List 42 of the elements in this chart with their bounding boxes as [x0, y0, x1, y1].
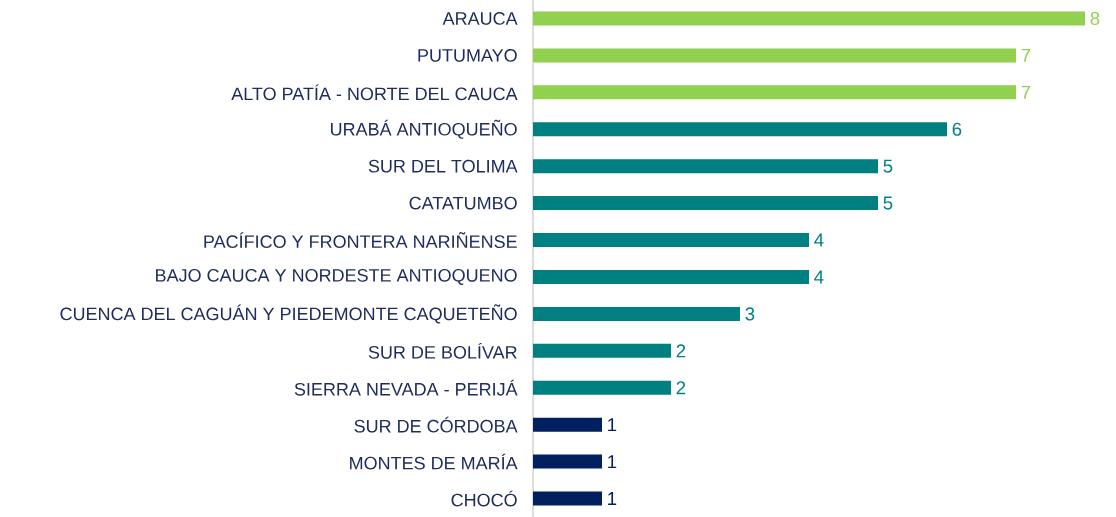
data-label: 1 [608, 455, 617, 469]
y-tick-label: URABÁ ANTIOQUEÑO [330, 119, 517, 139]
bar [533, 159, 879, 174]
y-tick-label: SUR DEL TOLIMA [368, 159, 518, 173]
bar [533, 343, 671, 358]
y-tick-label: PACÍFICO Y FRONTERA NARIÑENSE [204, 232, 517, 249]
bar [533, 196, 879, 211]
data-label: 6 [952, 122, 962, 136]
bar [533, 122, 948, 137]
data-label: 4 [814, 270, 824, 284]
data-label: 3 [745, 307, 755, 321]
y-tick-label: ALTO PATÍA - NORTE DEL CAUCA [231, 84, 518, 101]
data-label: 1 [608, 492, 617, 505]
y-tick-label: SIERRA NEVADA - PERIJÁ [294, 379, 518, 396]
y-tick-label: SUR DE BOLÍVAR [368, 342, 517, 359]
bar [533, 233, 810, 248]
bar [533, 454, 603, 469]
data-label: 8 [1090, 11, 1100, 26]
data-label: 4 [814, 233, 824, 247]
bar [533, 85, 1017, 100]
data-label: 5 [883, 159, 893, 173]
data-label: 2 [676, 381, 686, 395]
bar [533, 491, 603, 506]
data-label: 7 [1021, 85, 1031, 99]
y-tick-label: CHOCÓ [451, 490, 517, 507]
bar [533, 380, 671, 395]
y-tick-label: BAJO CAUCA Y NORDESTE ANTIOQUENO [156, 268, 517, 285]
y-tick-label: ARAUCA [442, 12, 518, 25]
y-tick-label: SUR DE CÓRDOBA [354, 416, 518, 433]
data-label: 5 [883, 196, 893, 210]
bar [533, 269, 810, 284]
y-tick-label: MONTES DE MARÍA [350, 453, 518, 470]
bar [533, 306, 741, 321]
y-tick-label: CUENCA DEL CAGUÁN Y PIEDEMONTE CAQUETEÑO [60, 304, 517, 324]
y-tick-label: CATATUMBO [409, 196, 517, 210]
y-tick-label: PUTUMAYO [418, 49, 517, 62]
bar [533, 11, 1086, 26]
bar [533, 417, 603, 432]
data-label: 2 [676, 344, 686, 358]
data-label: 1 [608, 418, 617, 432]
data-label: 7 [1021, 48, 1031, 62]
bar [533, 48, 1017, 63]
